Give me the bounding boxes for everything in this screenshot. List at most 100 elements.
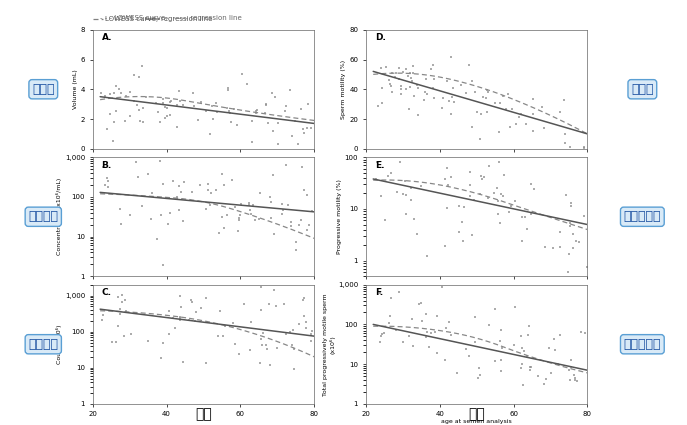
Point (225, 110, 236, 116)
Text: A.: A. (102, 33, 112, 42)
Text: C.: C. (102, 288, 111, 298)
Point (539, 124, 550, 131)
Point (549, 335, 560, 342)
Point (289, 365, 300, 372)
Point (117, 291, 128, 298)
Point (391, 70, 402, 77)
Point (289, 118, 300, 125)
Point (517, 238, 528, 244)
Point (545, 370, 556, 377)
Point (403, 332, 414, 339)
Text: D.: D. (374, 33, 385, 42)
Point (143, 171, 154, 178)
Point (395, 91, 406, 98)
Point (407, 316, 418, 323)
Point (578, 212, 589, 219)
Point (221, 212, 232, 219)
Point (245, 211, 256, 218)
Point (453, 152, 464, 159)
Text: regression line: regression line (161, 16, 212, 22)
Point (568, 371, 579, 378)
Point (579, 329, 590, 336)
Point (175, 317, 186, 323)
Point (516, 364, 527, 371)
Point (174, 314, 185, 321)
Point (285, 218, 296, 225)
Point (214, 307, 225, 314)
Point (528, 96, 539, 103)
Point (266, 199, 277, 206)
Point (522, 226, 533, 233)
Point (420, 311, 431, 318)
Point (525, 364, 536, 371)
Point (226, 177, 237, 184)
Point (369, 132, 380, 139)
Point (455, 81, 466, 88)
Point (106, 278, 117, 284)
Point (245, 347, 256, 354)
Point (422, 253, 433, 260)
Point (570, 375, 581, 382)
Point (475, 173, 486, 180)
Point (495, 220, 506, 227)
Point (470, 314, 481, 320)
Point (521, 121, 532, 128)
Point (523, 323, 534, 329)
Point (578, 144, 589, 151)
Point (256, 307, 267, 314)
Point (238, 300, 249, 307)
Point (286, 342, 297, 348)
Point (137, 63, 148, 70)
Point (175, 97, 186, 104)
Point (475, 135, 486, 142)
Point (466, 124, 477, 131)
Point (523, 332, 534, 338)
Point (234, 217, 245, 224)
Point (426, 330, 437, 337)
Point (401, 210, 412, 217)
Point (471, 108, 482, 115)
Point (474, 371, 485, 378)
Point (395, 85, 406, 92)
Point (466, 232, 477, 238)
Point (245, 207, 256, 214)
Point (445, 332, 456, 338)
Point (548, 245, 559, 252)
Point (502, 91, 513, 98)
Point (234, 215, 245, 221)
Point (271, 303, 282, 309)
Point (407, 78, 418, 85)
Point (179, 179, 190, 186)
Point (113, 294, 124, 301)
Point (290, 247, 301, 254)
Point (526, 210, 537, 217)
Point (444, 98, 455, 105)
Point (376, 193, 387, 200)
Point (234, 351, 245, 357)
Text: 精子濃度: 精子濃度 (28, 210, 58, 223)
Point (254, 190, 265, 196)
Point (202, 187, 213, 193)
Point (167, 178, 178, 185)
Point (218, 182, 229, 189)
Point (376, 100, 387, 107)
Point (394, 75, 405, 82)
Point (439, 357, 450, 364)
Point (172, 194, 183, 201)
Point (128, 98, 139, 105)
Point (112, 323, 123, 330)
Point (533, 372, 544, 379)
Point (440, 176, 451, 183)
Point (205, 131, 216, 138)
Point (565, 222, 576, 229)
Point (458, 204, 469, 211)
Point (115, 147, 126, 153)
Point (436, 283, 447, 290)
Point (100, 181, 111, 188)
Point (420, 333, 431, 340)
Point (449, 98, 460, 105)
Point (97, 312, 108, 318)
Point (109, 89, 120, 96)
Point (101, 174, 112, 181)
Point (163, 308, 174, 314)
